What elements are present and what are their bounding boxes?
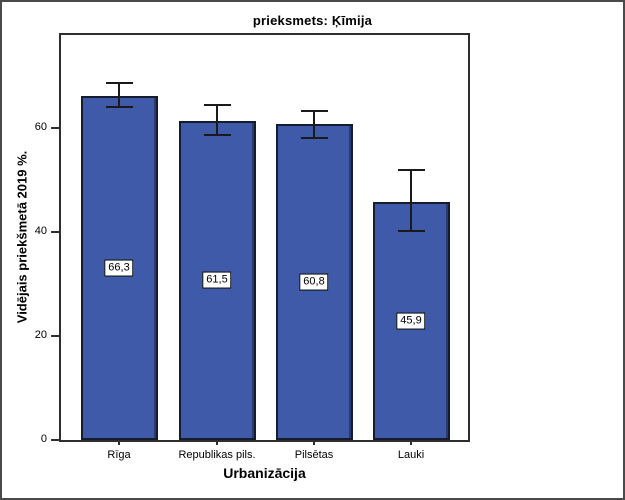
plot-area: 0 20 40 60 66,3 Rīga 61,5 Republikas pils. 60,8 P… [35,33,470,461]
error-bar-cap-bottom [203,134,231,137]
x-tick-mark [313,440,315,445]
y-tick-mark [51,127,59,130]
chart-title: prieksmets: Ķīmija [252,13,373,28]
error-bar-cap-bottom [397,230,425,233]
error-bar-cap-bottom [105,105,133,108]
y-tick-mark [51,439,59,441]
y-tick-label: 60 [34,121,47,134]
x-tick-mark [216,440,218,445]
y-tick-label: 20 [34,329,47,342]
bar-value-label: 61,5 [202,271,232,289]
x-axis-title: Urbanizācija [223,465,306,481]
y-tick-label: 40 [34,225,47,238]
error-bar-line [216,103,218,137]
x-tick-mark [410,440,412,445]
x-tick-label: Lauki [397,449,425,461]
bar-value-label: 45,9 [396,312,426,330]
error-bar-cap-top [203,103,231,106]
y-tick-label: 0 [40,433,47,445]
y-tick-mark [51,231,59,234]
error-bar-line [410,168,412,233]
error-bar-cap-top [105,81,133,84]
bar-value-label: 66,3 [104,259,134,277]
x-tick-mark [118,440,120,445]
y-tick-mark [51,335,59,338]
x-tick-label: Pilsētas [294,449,334,461]
error-bar-cap-top [300,109,328,112]
error-bar-cap-bottom [300,137,328,140]
bar-value-label: 60,8 [299,273,329,291]
error-bar-line [313,109,315,140]
x-tick-label: Rīga [107,449,131,461]
x-tick-label: Republikas pils. [178,449,256,461]
error-bar-cap-top [397,168,425,171]
error-bar-line [118,81,120,108]
